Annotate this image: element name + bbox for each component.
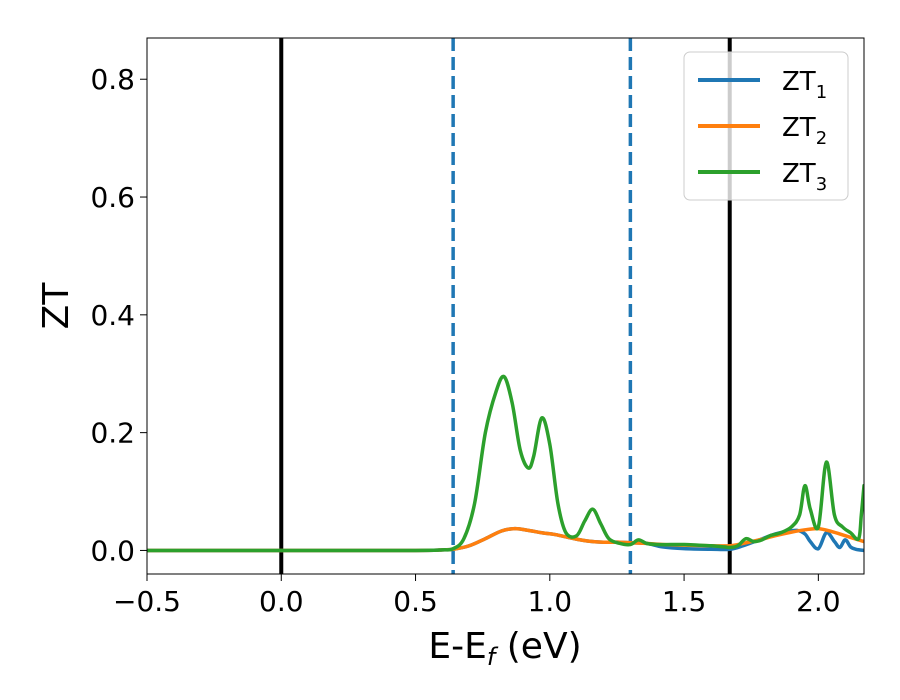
x-tick-label: 0.5	[393, 585, 438, 618]
legend: ZT1 ZT2 ZT3	[683, 51, 849, 201]
legend-label-zt2: ZT2	[782, 113, 827, 149]
x-tick-label: 1.5	[662, 585, 707, 618]
legend-label-zt1: ZT1	[782, 67, 827, 103]
x-tick-label: 0.0	[259, 585, 304, 618]
y-axis-title: ZT	[36, 282, 77, 330]
x-axis-title: E-Ef (eV)	[428, 626, 581, 671]
legend-label-zt3: ZT3	[782, 159, 827, 195]
plot-frame	[146, 37, 865, 575]
y-axis-ticks: 0.0 0.2 0.4 0.6 0.8	[90, 63, 147, 567]
series-lines	[147, 374, 864, 553]
x-tick-label: −0.5	[113, 585, 181, 618]
y-tick-label: 0.4	[90, 299, 135, 332]
x-axis-title-main: E-E	[428, 626, 486, 667]
y-tick-label: 0.6	[90, 181, 135, 214]
y-tick-label: 0.2	[90, 417, 135, 450]
x-tick-label: 2.0	[796, 585, 841, 618]
y-tick-label: 0.8	[90, 63, 135, 96]
series-line-zt3	[147, 374, 864, 553]
x-tick-label: 1.0	[528, 585, 573, 618]
x-axis-ticks: −0.5 0.0 0.5 1.0 1.5 2.0	[113, 574, 841, 618]
x-axis-title-unit: (eV)	[495, 626, 581, 667]
y-tick-label: 0.0	[90, 534, 135, 567]
legend-box	[683, 51, 849, 201]
